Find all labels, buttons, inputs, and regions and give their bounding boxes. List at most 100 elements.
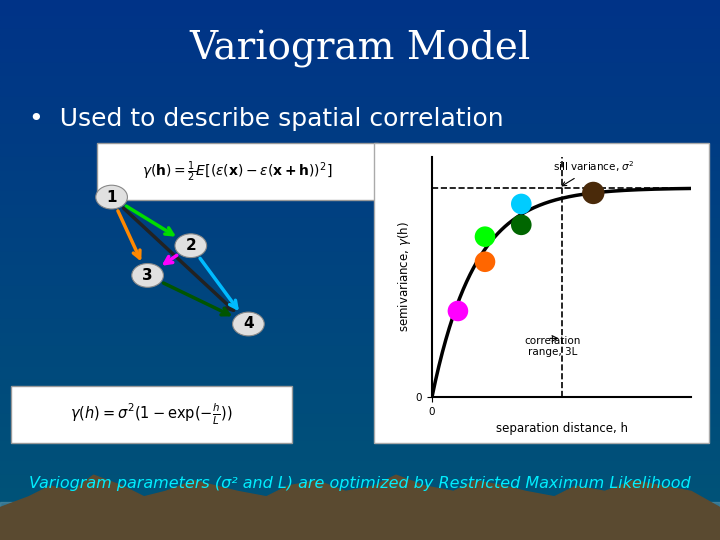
Bar [0, 472, 720, 480]
Bar [0, 297, 720, 303]
Bar [0, 453, 720, 459]
Text: Variogram parameters (σ² and L) are optimized by Restricted Maximum Likelihood: Variogram parameters (σ² and L) are opti… [30, 476, 690, 491]
Bar [0, 411, 720, 418]
Bar [0, 284, 720, 291]
Bar [0, 122, 720, 128]
Bar [0, 243, 720, 249]
Bar [0, 128, 720, 135]
Text: 4: 4 [243, 316, 253, 332]
Bar [0, 209, 720, 216]
Bar [0, 237, 720, 243]
Point [516, 220, 527, 229]
Text: $\gamma(\mathbf{h}) = \frac{1}{2}E\left[(\epsilon(\mathbf{x}) - \epsilon(\mathbf: $\gamma(\mathbf{h}) = \frac{1}{2}E\left[… [143, 159, 333, 184]
Text: Variogram Model: Variogram Model [189, 30, 531, 68]
Bar [0, 108, 720, 115]
Bar [0, 534, 720, 540]
Bar [0, 392, 720, 399]
FancyBboxPatch shape [97, 143, 378, 200]
Text: •  Used to describe spatial correlation: • Used to describe spatial correlation [29, 107, 503, 131]
Bar [0, 432, 720, 438]
Text: 3: 3 [143, 268, 153, 283]
Bar [0, 222, 720, 230]
Text: $\gamma(h) = \sigma^2(1 - \exp(-\frac{h}{L}))$: $\gamma(h) = \sigma^2(1 - \exp(-\frac{h}… [70, 402, 233, 427]
Bar [0, 135, 720, 141]
Bar [0, 60, 720, 68]
Bar [0, 480, 720, 486]
Bar [0, 87, 720, 94]
Bar [0, 230, 720, 237]
Bar [0, 310, 720, 317]
Point [452, 307, 464, 315]
Bar [0, 195, 720, 202]
Bar [0, 502, 720, 540]
Bar [0, 507, 720, 513]
FancyBboxPatch shape [11, 386, 292, 443]
Bar [0, 115, 720, 122]
Bar [0, 27, 720, 33]
Circle shape [132, 264, 163, 287]
Bar [0, 378, 720, 384]
Bar [0, 492, 720, 500]
Text: sill variance, $\sigma^2$: sill variance, $\sigma^2$ [552, 159, 634, 186]
Bar [0, 345, 720, 351]
Bar [0, 202, 720, 209]
Point [516, 200, 527, 208]
Bar [0, 40, 720, 47]
Bar [0, 81, 720, 87]
Bar [0, 168, 720, 176]
Bar [0, 330, 720, 338]
Bar [0, 189, 720, 195]
Bar [0, 6, 720, 14]
Bar [0, 256, 720, 263]
Bar [0, 446, 720, 453]
Bar [0, 156, 720, 162]
Bar [0, 54, 720, 60]
FancyBboxPatch shape [374, 143, 709, 443]
Bar [0, 291, 720, 297]
Bar [0, 141, 720, 149]
Bar [0, 465, 720, 472]
Bar [0, 317, 720, 324]
Bar [0, 14, 720, 20]
Bar [0, 438, 720, 445]
Bar [0, 357, 720, 364]
Circle shape [233, 312, 264, 336]
Bar [0, 372, 720, 378]
Circle shape [96, 185, 127, 209]
X-axis label: separation distance, h: separation distance, h [495, 422, 628, 435]
Bar [0, 216, 720, 222]
Bar [0, 486, 720, 492]
Bar [0, 74, 720, 81]
Bar [0, 519, 720, 526]
Bar [0, 303, 720, 310]
Bar [0, 418, 720, 426]
Bar [0, 364, 720, 372]
Bar [0, 20, 720, 27]
Text: correlation
range, 3L: correlation range, 3L [525, 335, 581, 357]
Bar [0, 500, 720, 507]
Point [480, 232, 491, 241]
Bar [0, 0, 720, 6]
Bar [0, 176, 720, 183]
Bar [0, 338, 720, 345]
Bar [0, 399, 720, 405]
Bar [0, 426, 720, 432]
Bar [0, 102, 720, 108]
Bar [0, 270, 720, 276]
Bar [0, 47, 720, 54]
Bar [0, 94, 720, 102]
Bar [0, 351, 720, 357]
Bar [0, 324, 720, 330]
Bar [0, 384, 720, 391]
Bar [0, 276, 720, 284]
Bar [0, 249, 720, 256]
Point [588, 188, 599, 197]
Text: 2: 2 [186, 238, 196, 253]
Bar [0, 405, 720, 411]
Point [480, 258, 491, 266]
Bar [0, 513, 720, 519]
Bar [0, 33, 720, 40]
Bar [0, 526, 720, 534]
Text: 1: 1 [107, 190, 117, 205]
Bar [0, 148, 720, 156]
